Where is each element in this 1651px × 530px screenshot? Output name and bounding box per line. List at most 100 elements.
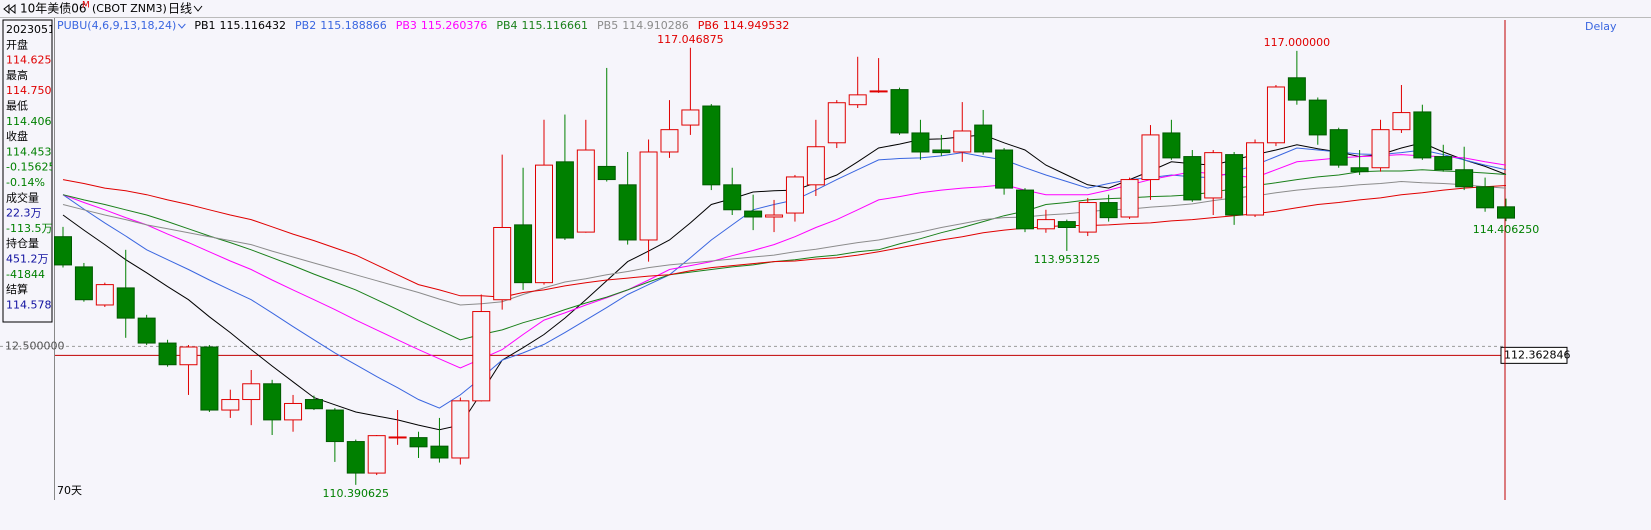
candle-body [1266, 86, 1285, 144]
candle-body [1141, 134, 1160, 181]
period-dropdown[interactable] [193, 5, 203, 12]
candle-body [367, 435, 386, 474]
info-value: 451.2万 [6, 253, 49, 266]
legend-name: PB3 [396, 19, 417, 32]
candle-body [1350, 167, 1369, 173]
candle-body [95, 284, 114, 306]
plot: 12.500000 112.362846 117.046875 117.000000 1… [0, 20, 1570, 500]
reference-label: 112.362846 [1504, 348, 1570, 361]
candle-body [388, 436, 407, 439]
info-value: 114.750 [6, 84, 52, 97]
candle-body [158, 342, 177, 366]
info-value: 114.406 [6, 115, 52, 128]
legend-name: PB5 [597, 19, 618, 32]
indicator-line [62, 134, 1507, 431]
info-label: 持仓量 [6, 236, 39, 250]
candle-body [74, 266, 93, 301]
candle-body [848, 94, 867, 106]
candle-body [785, 176, 804, 214]
candle-body [1455, 169, 1474, 188]
candle-body [744, 210, 763, 218]
candle-body [827, 102, 846, 144]
legend-value: 115.188866 [320, 19, 386, 32]
candle-body [890, 89, 909, 134]
period[interactable]: 日线 [168, 2, 192, 16]
candle-body [597, 165, 616, 181]
candle-body [974, 124, 993, 153]
legend-value: 114.910286 [622, 19, 688, 32]
indicator-line [62, 169, 1507, 341]
candle-body [1246, 142, 1265, 216]
info-value: 114.453 [6, 145, 52, 158]
info-value: 22.3万 [6, 207, 42, 220]
nav-icon[interactable] [3, 3, 16, 15]
candle-body [681, 109, 700, 126]
indicator-line [62, 180, 1507, 306]
candle-body [451, 400, 470, 459]
candle-body [1371, 129, 1390, 169]
candle-body [1287, 77, 1306, 101]
candle-body [576, 149, 595, 233]
candle-body [702, 105, 721, 186]
candle-body [723, 184, 742, 211]
candle-body [1204, 152, 1223, 199]
symbol-code: (CBOT ZNM3) [92, 2, 167, 15]
info-value: -41844 [6, 268, 45, 281]
candle-body [221, 399, 240, 411]
symbol: 10年美债06 [20, 2, 87, 16]
info-value: -0.14% [6, 176, 45, 189]
candle-body [555, 161, 574, 239]
candle-body [765, 214, 784, 218]
candle-body [137, 317, 156, 344]
extreme-label: 117.000000 [1264, 36, 1330, 49]
info-value: -113.5万 [6, 222, 52, 235]
candle-body [409, 437, 428, 448]
candle-body [1057, 221, 1076, 228]
legend-value: 115.116432 [220, 19, 286, 32]
indicator-name: PUBU(4,6,9,13,18,24) [57, 19, 176, 32]
extreme-label: 110.390625 [323, 487, 389, 500]
candle-body [346, 441, 365, 474]
candle-body [1183, 156, 1202, 201]
candle-body [953, 130, 972, 153]
candle-body [1329, 129, 1348, 166]
info-label: 开盘 [6, 37, 28, 51]
legend-name: PB1 [194, 19, 215, 32]
candle-body [1078, 202, 1097, 233]
candle-body [116, 287, 135, 319]
legend: PUBU(4,6,9,13,18,24) PB1 115.116432 PB2 115.… [57, 19, 789, 32]
reference-label-box [1500, 346, 1568, 364]
candle-body [869, 90, 888, 93]
candle-body [1476, 186, 1495, 209]
candle-body [660, 129, 679, 153]
candle-body [806, 146, 825, 186]
info-label: 成交量 [6, 190, 39, 204]
candle-body [932, 149, 951, 154]
candle-body [1497, 206, 1515, 219]
info-value: 114.625 [6, 54, 52, 67]
legend-value: 115.260376 [421, 19, 487, 32]
candle-body [1016, 189, 1034, 230]
candle-body [200, 346, 219, 411]
candle-body [242, 383, 261, 401]
extreme-label: 117.046875 [657, 33, 723, 46]
header: 10年美债06 M (CBOT ZNM3) 日线 [3, 1, 203, 16]
info-label: 收盘 [6, 129, 28, 143]
count-label: 70天 [57, 484, 82, 497]
info-panel-box [2, 19, 53, 323]
candle-body [304, 399, 323, 410]
indicator-dropdown [177, 23, 186, 29]
candle-body [1413, 111, 1432, 159]
candle-body [325, 409, 344, 443]
legend-value: 114.949532 [723, 19, 789, 32]
info-value: 114.578 [6, 298, 52, 311]
candle-body [1036, 219, 1055, 230]
legend-value: 115.116661 [522, 19, 588, 32]
candle-body [995, 149, 1014, 189]
legend-name: PB2 [295, 19, 316, 32]
candle-body [1308, 99, 1327, 136]
candle-body [911, 132, 930, 153]
